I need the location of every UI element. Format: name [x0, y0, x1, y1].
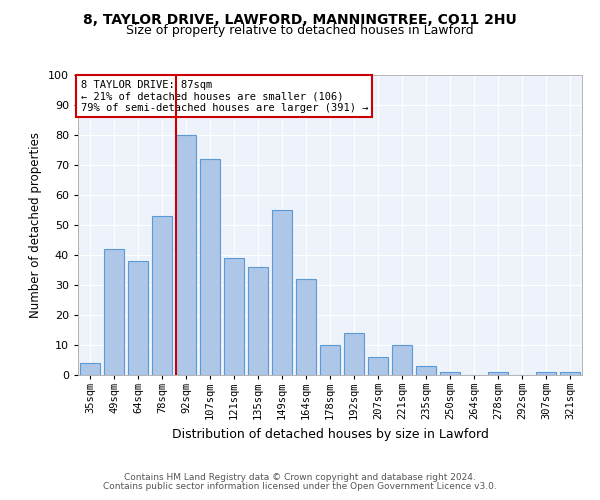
Text: Size of property relative to detached houses in Lawford: Size of property relative to detached ho… [126, 24, 474, 37]
Bar [440, 372, 460, 375]
Bar [224, 258, 244, 375]
Bar [296, 279, 316, 375]
Bar [344, 333, 364, 375]
Text: Contains HM Land Registry data © Crown copyright and database right 2024.: Contains HM Land Registry data © Crown c… [124, 472, 476, 482]
Bar [80, 363, 100, 375]
Bar [368, 357, 388, 375]
Bar [560, 372, 580, 375]
Bar [104, 249, 124, 375]
Text: Contains public sector information licensed under the Open Government Licence v3: Contains public sector information licen… [103, 482, 497, 491]
X-axis label: Distribution of detached houses by size in Lawford: Distribution of detached houses by size … [172, 428, 488, 441]
Bar [248, 267, 268, 375]
Y-axis label: Number of detached properties: Number of detached properties [29, 132, 43, 318]
Text: 8 TAYLOR DRIVE: 87sqm
← 21% of detached houses are smaller (106)
79% of semi-det: 8 TAYLOR DRIVE: 87sqm ← 21% of detached … [80, 80, 368, 112]
Bar [416, 366, 436, 375]
Bar [128, 261, 148, 375]
Bar [152, 216, 172, 375]
Bar [200, 159, 220, 375]
Bar [392, 345, 412, 375]
Bar [272, 210, 292, 375]
Bar [536, 372, 556, 375]
Bar [176, 135, 196, 375]
Text: 8, TAYLOR DRIVE, LAWFORD, MANNINGTREE, CO11 2HU: 8, TAYLOR DRIVE, LAWFORD, MANNINGTREE, C… [83, 12, 517, 26]
Bar [488, 372, 508, 375]
Bar [320, 345, 340, 375]
